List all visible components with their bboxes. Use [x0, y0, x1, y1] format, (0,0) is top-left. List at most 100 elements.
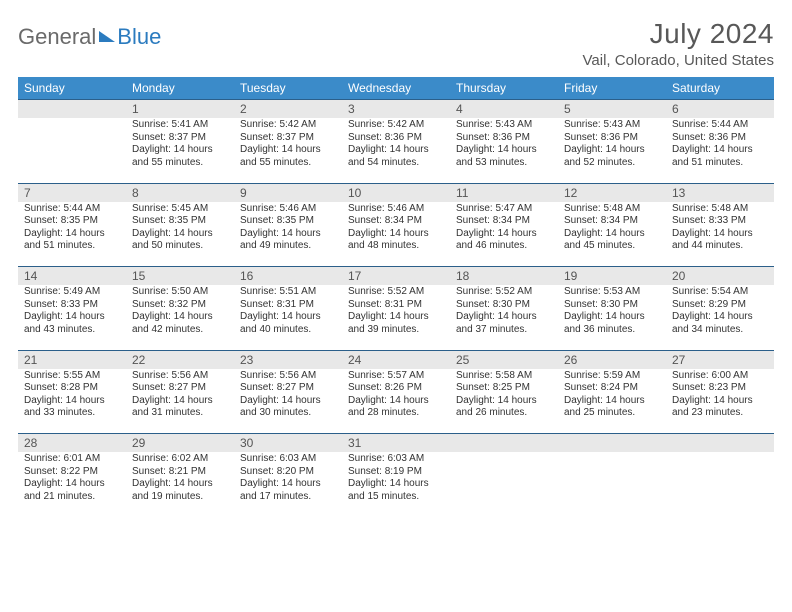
calendar-table: Sunday Monday Tuesday Wednesday Thursday… — [18, 77, 774, 517]
day-details: Sunrise: 5:57 AMSunset: 8:26 PMDaylight:… — [342, 369, 450, 424]
daylight-text: Daylight: 14 hours and 34 minutes. — [672, 311, 768, 336]
day-number: 4 — [450, 100, 558, 118]
sunrise-text: Sunrise: 5:46 AM — [348, 203, 444, 216]
day-number-cell: 17 — [342, 267, 450, 286]
daylight-text: Daylight: 14 hours and 21 minutes. — [24, 478, 120, 503]
logo-triangle-icon — [99, 31, 115, 42]
daylight-text: Daylight: 14 hours and 49 minutes. — [240, 228, 336, 253]
day-content-cell: Sunrise: 5:44 AMSunset: 8:36 PMDaylight:… — [666, 118, 774, 183]
day-details: Sunrise: 5:43 AMSunset: 8:36 PMDaylight:… — [450, 118, 558, 173]
day-details: Sunrise: 5:50 AMSunset: 8:32 PMDaylight:… — [126, 285, 234, 340]
sunrise-text: Sunrise: 5:53 AM — [564, 286, 660, 299]
day-number-cell: 2 — [234, 100, 342, 119]
day-number-cell: 18 — [450, 267, 558, 286]
day-details: Sunrise: 5:48 AMSunset: 8:33 PMDaylight:… — [666, 202, 774, 257]
daylight-text: Daylight: 14 hours and 51 minutes. — [24, 228, 120, 253]
sunset-text: Sunset: 8:29 PM — [672, 299, 768, 312]
day-content-row: Sunrise: 5:55 AMSunset: 8:28 PMDaylight:… — [18, 369, 774, 434]
day-content-cell — [666, 452, 774, 517]
sunset-text: Sunset: 8:36 PM — [564, 132, 660, 145]
day-content-cell: Sunrise: 5:49 AMSunset: 8:33 PMDaylight:… — [18, 285, 126, 350]
sunset-text: Sunset: 8:23 PM — [672, 382, 768, 395]
day-content-cell: Sunrise: 5:52 AMSunset: 8:31 PMDaylight:… — [342, 285, 450, 350]
sunrise-text: Sunrise: 5:48 AM — [564, 203, 660, 216]
day-number-cell: 29 — [126, 434, 234, 453]
sunrise-text: Sunrise: 5:43 AM — [564, 119, 660, 132]
day-number-cell: 5 — [558, 100, 666, 119]
day-content-cell: Sunrise: 5:48 AMSunset: 8:33 PMDaylight:… — [666, 202, 774, 267]
weekday-saturday: Saturday — [666, 77, 774, 100]
daylight-text: Daylight: 14 hours and 30 minutes. — [240, 395, 336, 420]
day-content-row: Sunrise: 5:49 AMSunset: 8:33 PMDaylight:… — [18, 285, 774, 350]
sunrise-text: Sunrise: 5:44 AM — [672, 119, 768, 132]
day-details: Sunrise: 5:48 AMSunset: 8:34 PMDaylight:… — [558, 202, 666, 257]
day-number: 3 — [342, 100, 450, 118]
daylight-text: Daylight: 14 hours and 46 minutes. — [456, 228, 552, 253]
sunrise-text: Sunrise: 5:56 AM — [132, 370, 228, 383]
sunset-text: Sunset: 8:19 PM — [348, 466, 444, 479]
daylight-text: Daylight: 14 hours and 31 minutes. — [132, 395, 228, 420]
sunrise-text: Sunrise: 5:45 AM — [132, 203, 228, 216]
sunset-text: Sunset: 8:27 PM — [240, 382, 336, 395]
daylight-text: Daylight: 14 hours and 37 minutes. — [456, 311, 552, 336]
sunset-text: Sunset: 8:36 PM — [456, 132, 552, 145]
sunset-text: Sunset: 8:36 PM — [348, 132, 444, 145]
day-number — [666, 434, 774, 450]
daylight-text: Daylight: 14 hours and 26 minutes. — [456, 395, 552, 420]
sunrise-text: Sunrise: 6:03 AM — [240, 453, 336, 466]
logo: General Blue — [18, 24, 161, 50]
day-content-cell: Sunrise: 5:48 AMSunset: 8:34 PMDaylight:… — [558, 202, 666, 267]
daylight-text: Daylight: 14 hours and 40 minutes. — [240, 311, 336, 336]
calendar-page: General Blue July 2024 Vail, Colorado, U… — [0, 0, 792, 517]
day-content-cell: Sunrise: 5:46 AMSunset: 8:35 PMDaylight:… — [234, 202, 342, 267]
weekday-monday: Monday — [126, 77, 234, 100]
day-details: Sunrise: 5:58 AMSunset: 8:25 PMDaylight:… — [450, 369, 558, 424]
day-number-cell: 23 — [234, 350, 342, 369]
day-content-cell: Sunrise: 5:47 AMSunset: 8:34 PMDaylight:… — [450, 202, 558, 267]
day-number-cell — [558, 434, 666, 453]
day-number: 2 — [234, 100, 342, 118]
sunrise-text: Sunrise: 5:44 AM — [24, 203, 120, 216]
sunrise-text: Sunrise: 5:57 AM — [348, 370, 444, 383]
day-details: Sunrise: 5:44 AMSunset: 8:35 PMDaylight:… — [18, 202, 126, 257]
day-number-row: 14151617181920 — [18, 267, 774, 286]
day-number: 30 — [234, 434, 342, 452]
day-number: 12 — [558, 184, 666, 202]
day-details: Sunrise: 5:42 AMSunset: 8:37 PMDaylight:… — [234, 118, 342, 173]
day-number: 8 — [126, 184, 234, 202]
day-details: Sunrise: 5:41 AMSunset: 8:37 PMDaylight:… — [126, 118, 234, 173]
sunset-text: Sunset: 8:25 PM — [456, 382, 552, 395]
day-number: 6 — [666, 100, 774, 118]
calendar-body: 123456Sunrise: 5:41 AMSunset: 8:37 PMDay… — [18, 100, 774, 518]
sunrise-text: Sunrise: 5:42 AM — [240, 119, 336, 132]
daylight-text: Daylight: 14 hours and 15 minutes. — [348, 478, 444, 503]
day-content-cell: Sunrise: 5:53 AMSunset: 8:30 PMDaylight:… — [558, 285, 666, 350]
day-content-cell — [18, 118, 126, 183]
sunrise-text: Sunrise: 5:56 AM — [240, 370, 336, 383]
day-number-cell: 30 — [234, 434, 342, 453]
day-details: Sunrise: 5:47 AMSunset: 8:34 PMDaylight:… — [450, 202, 558, 257]
day-content-cell: Sunrise: 5:55 AMSunset: 8:28 PMDaylight:… — [18, 369, 126, 434]
day-details: Sunrise: 5:51 AMSunset: 8:31 PMDaylight:… — [234, 285, 342, 340]
day-number: 21 — [18, 351, 126, 369]
day-content-cell: Sunrise: 5:56 AMSunset: 8:27 PMDaylight:… — [126, 369, 234, 434]
day-number-cell: 19 — [558, 267, 666, 286]
sunrise-text: Sunrise: 6:03 AM — [348, 453, 444, 466]
sunrise-text: Sunrise: 5:52 AM — [348, 286, 444, 299]
day-number — [450, 434, 558, 450]
sunrise-text: Sunrise: 5:41 AM — [132, 119, 228, 132]
day-number-cell — [450, 434, 558, 453]
sunset-text: Sunset: 8:37 PM — [132, 132, 228, 145]
day-details: Sunrise: 5:42 AMSunset: 8:36 PMDaylight:… — [342, 118, 450, 173]
day-number-cell: 25 — [450, 350, 558, 369]
day-number: 31 — [342, 434, 450, 452]
day-details: Sunrise: 6:03 AMSunset: 8:19 PMDaylight:… — [342, 452, 450, 507]
day-content-cell — [558, 452, 666, 517]
day-number: 17 — [342, 267, 450, 285]
sunset-text: Sunset: 8:22 PM — [24, 466, 120, 479]
sunset-text: Sunset: 8:30 PM — [564, 299, 660, 312]
day-content-row: Sunrise: 5:41 AMSunset: 8:37 PMDaylight:… — [18, 118, 774, 183]
sunrise-text: Sunrise: 6:01 AM — [24, 453, 120, 466]
day-number: 10 — [342, 184, 450, 202]
sunrise-text: Sunrise: 5:46 AM — [240, 203, 336, 216]
